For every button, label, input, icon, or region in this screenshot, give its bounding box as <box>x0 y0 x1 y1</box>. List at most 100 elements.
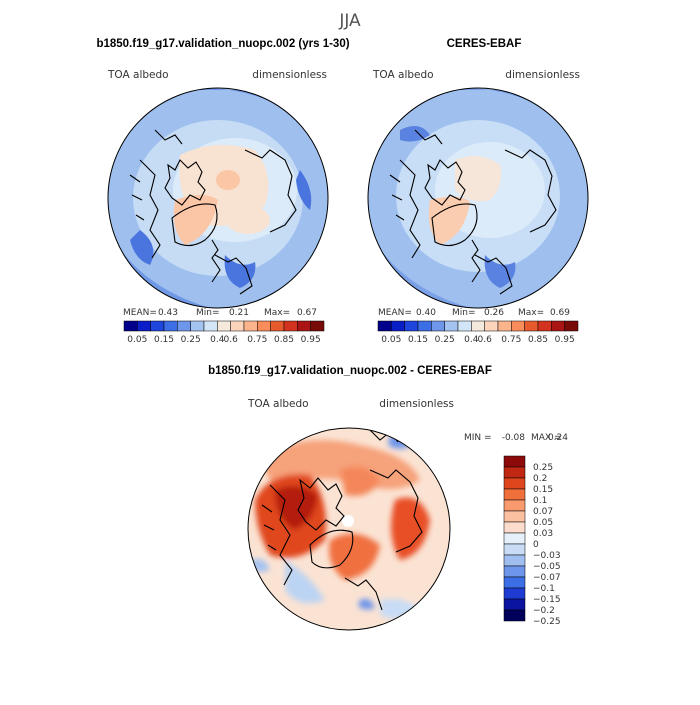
colorbar-tick-label: 0.05 <box>381 335 401 345</box>
colorbar-swatch <box>270 320 285 332</box>
map-field <box>248 428 450 630</box>
figure-title: JJA <box>338 11 361 31</box>
panel-title: b1850.f19_g17.validation_nuopc.002 - CER… <box>208 365 492 377</box>
map-boundary <box>107 87 329 309</box>
colorbar-swatch <box>503 477 526 490</box>
max-label: MAX = <box>531 433 562 443</box>
panel-difference: b1850.f19_g17.validation_nuopc.002 - CER… <box>208 365 568 631</box>
colorbar-swatch <box>457 320 472 332</box>
colorbar-swatch <box>297 320 311 332</box>
colorbar-tick-label: −0.07 <box>533 573 561 583</box>
colorbar-swatch <box>391 320 405 332</box>
mean-value: 0.40 <box>416 308 436 318</box>
colorbar-tick-label: 0.6 <box>478 335 493 345</box>
colorbar-swatch <box>503 587 526 600</box>
colorbar-swatch <box>503 521 526 534</box>
units-label: dimensionless <box>505 69 580 81</box>
colorbar-swatch <box>503 466 526 479</box>
colorbar-swatch <box>163 320 178 332</box>
panel-model: b1850.f19_g17.validation_nuopc.002 (yrs … <box>96 38 349 345</box>
colorbar-swatch <box>551 320 565 332</box>
max-label: Max= <box>518 308 544 318</box>
colorbar-tick-label: −0.25 <box>533 617 561 627</box>
colorbar-tick-label: 0.25 <box>435 335 455 345</box>
colorbar-swatch <box>503 543 526 556</box>
colorbar-tick-label: −0.03 <box>533 551 561 561</box>
max-value: 0.69 <box>550 308 570 318</box>
colorbar-tick-label: 0 <box>533 540 539 550</box>
colorbar-swatch <box>503 554 526 567</box>
colorbar-tick-label: 0.95 <box>555 335 575 345</box>
colorbar-swatch <box>503 598 526 611</box>
units-label: dimensionless <box>379 398 454 410</box>
colorbar-swatch <box>417 320 432 332</box>
colorbar-swatch <box>310 320 325 332</box>
colorbar-swatch <box>503 455 526 468</box>
colorbar-swatch <box>283 320 298 332</box>
panel-title: CERES-EBAF <box>447 38 522 50</box>
colorbar-tick-label: −0.15 <box>533 595 561 605</box>
colorbar-tick-label: 0.75 <box>247 335 267 345</box>
mean-value: 0.43 <box>158 308 178 318</box>
colorbar-tick-label: 0.05 <box>533 518 553 528</box>
colorbar-swatch <box>503 609 526 622</box>
min-value: 0.21 <box>229 308 249 318</box>
colorbar-tick-label: 0.15 <box>408 335 428 345</box>
min-label: Min= <box>196 308 220 318</box>
colorbar-swatch <box>431 320 445 332</box>
colorbar-swatch <box>511 320 525 332</box>
colorbar-tick-label: 0.15 <box>533 485 553 495</box>
max-value: 0.24 <box>548 433 568 443</box>
colorbar-swatch <box>190 320 205 332</box>
map-boundary <box>247 427 451 631</box>
colorbar-tick-label: 0.25 <box>533 463 553 473</box>
colorbar-swatch <box>230 320 245 332</box>
max-value: 0.67 <box>297 308 317 318</box>
colorbar-swatch <box>503 565 526 578</box>
colorbar-swatch <box>203 320 218 332</box>
max-label: Max= <box>264 308 290 318</box>
panel-obs: CERES-EBAF TOA albedo dimensionless MEAN… <box>367 38 589 345</box>
colorbar-swatch <box>444 320 459 332</box>
colorbar-tick-label: 0.05 <box>127 335 147 345</box>
colorbar-swatch <box>471 320 485 332</box>
coastlines <box>129 129 297 295</box>
colorbar-tick-label: 0.07 <box>533 507 553 517</box>
colorbar-swatch <box>503 532 526 545</box>
variable-label: TOA albedo <box>247 398 309 410</box>
colorbar-tick-label: 0.85 <box>274 335 294 345</box>
colorbar-swatch <box>497 320 512 332</box>
colorbar-swatch <box>503 576 526 589</box>
colorbar-tick-label: −0.05 <box>533 562 561 572</box>
mean-label: MEAN= <box>378 308 412 318</box>
colorbar-swatch <box>564 320 579 332</box>
colorbar-tick-label: −0.1 <box>533 584 555 594</box>
colorbar-swatch <box>524 320 539 332</box>
min-value: 0.26 <box>484 308 504 318</box>
colorbar-tick-label: 0.1 <box>533 496 547 506</box>
min-label: Min= <box>452 308 476 318</box>
colorbar: 0.05 0.15 0.25 0.4 0.6 0.75 0.85 0.95 <box>377 320 579 345</box>
colorbar-swatch <box>177 320 191 332</box>
colorbar-tick-label: 0.4 <box>210 335 225 345</box>
colorbar-swatch <box>123 320 138 332</box>
colorbar-swatch <box>217 320 231 332</box>
panel-title: b1850.f19_g17.validation_nuopc.002 (yrs … <box>96 38 349 50</box>
min-value: -0.08 <box>502 433 526 443</box>
colorbar-swatch <box>150 320 165 332</box>
colorbar-tick-label: 0.6 <box>224 335 239 345</box>
variable-label: TOA albedo <box>107 69 169 81</box>
colorbar-tick-label: −0.2 <box>533 606 555 616</box>
colorbar-swatch <box>243 320 258 332</box>
coastlines <box>389 129 557 295</box>
colorbar-swatch <box>257 320 271 332</box>
colorbar-swatch <box>503 488 526 501</box>
colorbar-tick-label: 0.25 <box>181 335 201 345</box>
map-boundary <box>367 87 589 309</box>
colorbar-tick-label: 0.85 <box>528 335 548 345</box>
mean-label: MEAN= <box>123 308 157 318</box>
colorbar-swatch <box>377 320 392 332</box>
min-label: MIN = <box>464 433 492 443</box>
colorbar-tick-label: 0.4 <box>464 335 479 345</box>
